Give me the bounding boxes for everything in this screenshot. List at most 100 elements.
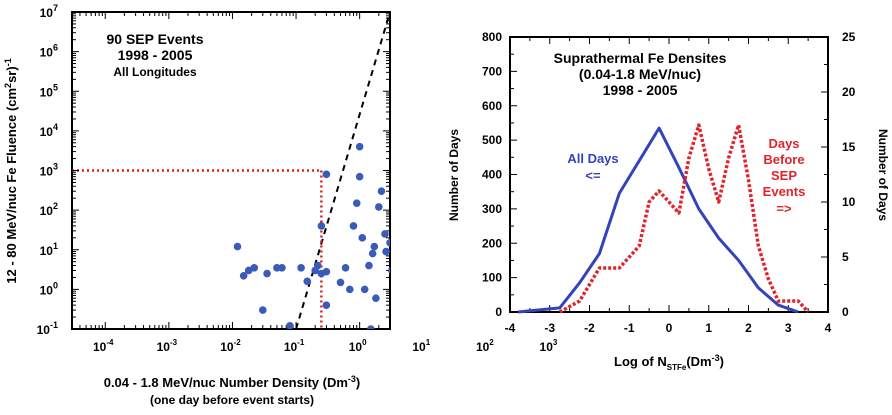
scatter-point: [322, 301, 331, 309]
scatter-point: [418, 289, 426, 297]
y-tick-label-right: 20: [842, 85, 856, 99]
y-tick-label: 106: [40, 43, 58, 60]
scatter-point: [471, 194, 479, 202]
scatter-point: [336, 278, 345, 287]
scatter-point: [408, 224, 416, 232]
y-tick-label: 105: [40, 82, 58, 99]
scatter-point: [239, 272, 248, 280]
x-tick-label: -1: [624, 321, 635, 335]
x-tick-label: 100: [349, 338, 367, 354]
scatter-point: [549, 255, 557, 263]
scatter-point: [317, 222, 326, 230]
scatter-point: [322, 170, 331, 179]
y-tick-label: 10-1: [37, 320, 58, 337]
x-tick-label: 4: [825, 321, 832, 335]
scatter-point: [424, 289, 432, 297]
scatter-point: [499, 117, 507, 125]
y-tick-label-left: 500: [482, 133, 502, 147]
y-tick-label-right: 15: [842, 140, 856, 154]
scatter-point: [372, 294, 380, 302]
scatter-point: [386, 238, 390, 247]
scatter-point: [397, 175, 405, 183]
scatter-point: [436, 222, 444, 230]
y-tick-label-left: 700: [482, 64, 502, 78]
scatter-point: [453, 250, 461, 258]
y-tick-label-left: 800: [482, 30, 502, 44]
y-tick-label: 101: [40, 241, 58, 258]
scatter-point: [444, 239, 452, 247]
y-tick-label-left: 200: [482, 236, 502, 250]
histogram-subtitle: (0.04-1.8 MeV/nuc): [579, 66, 701, 82]
x-tick-label: 0: [666, 321, 673, 335]
y-tick-label-right: 25: [842, 30, 856, 44]
scatter-point: [459, 248, 467, 256]
scatter-point: [370, 242, 379, 251]
scatter-point: [431, 206, 439, 214]
scatter-point: [358, 234, 367, 242]
histogram-panel: -4 -3 -2 -1 0 1 2 3 4010020030040050060070080005…: [447, 30, 890, 372]
y-tick-label: 104: [40, 122, 58, 139]
scatter-point: [367, 325, 375, 329]
scatter-point: [467, 173, 475, 181]
scatter-point: [360, 285, 369, 294]
x-tick-label: 103: [540, 338, 558, 354]
all-days-series-line: [517, 126, 799, 314]
histogram-years: 1998 - 2005: [603, 82, 678, 98]
histogram-y-axis-label-left: Number of Days: [447, 129, 461, 221]
scatter-point: [375, 203, 383, 211]
scatter-point: [297, 264, 305, 272]
scatter-x-axis-sublabel: (one day before event starts): [150, 393, 314, 407]
y-tick-label: 102: [40, 201, 58, 218]
scatter-point: [502, 230, 510, 238]
scatter-point: [286, 322, 294, 329]
y-tick-label-right: 5: [842, 250, 849, 264]
y-tick-label: 107: [40, 3, 58, 20]
x-tick-label: 10-2: [220, 338, 241, 354]
scatter-point: [346, 285, 354, 294]
series-arrow-all-days: <=: [585, 168, 601, 183]
x-tick-label: 101: [412, 338, 430, 354]
scatter-point: [496, 215, 504, 223]
series-label-days-before-4: Events: [763, 184, 806, 199]
y-tick-label-right: 10: [842, 195, 856, 209]
scatter-point: [365, 261, 373, 270]
scatter-point: [464, 313, 472, 321]
x-tick-label: 10-4: [93, 338, 114, 354]
scatter-point: [422, 230, 430, 238]
scatter-point: [368, 249, 377, 258]
scatter-point: [250, 264, 259, 272]
scatter-point: [394, 234, 402, 242]
scatter-y-axis-label: 12 - 80 MeV/nuc Fe Fluence (cm2sr)-1: [3, 58, 19, 283]
histogram-y-axis-label-right: Number of Days: [876, 129, 890, 221]
scatter-x-axis-label: 0.04 - 1.8 MeV/nuc Number Density (Dm-3): [104, 374, 361, 390]
scatter-title: 90 SEP Events: [106, 31, 203, 47]
scatter-point: [322, 267, 331, 276]
scatter-point: [419, 267, 427, 275]
series-label-all-days: All Days: [567, 151, 618, 166]
y-tick-label-left: 600: [482, 99, 502, 113]
x-tick-label: -3: [544, 321, 555, 335]
scatter-point: [352, 199, 361, 207]
scatter-panel: 10-4 10-3 10-2 10-1 100 101 102 103 10-1 100 101 10…: [3, 3, 558, 407]
scatter-point: [382, 247, 390, 256]
scatter-point: [421, 212, 429, 220]
scatter-point: [377, 187, 386, 196]
y-tick-label: 103: [40, 162, 58, 179]
scatter-point: [427, 301, 435, 309]
scatter-point: [403, 286, 411, 294]
scatter-point: [461, 199, 469, 207]
scatter-point: [400, 246, 408, 254]
scatter-point: [233, 242, 242, 251]
scatter-annotation: All Longitudes: [113, 65, 197, 79]
scatter-point: [432, 160, 440, 168]
scatter-subtitle: 1998 - 2005: [118, 47, 193, 63]
scatter-point: [387, 267, 390, 274]
scatter-point: [341, 264, 350, 272]
scatter-point: [417, 243, 425, 251]
series-label-days-before-2: Before: [763, 152, 804, 167]
scatter-point: [303, 277, 312, 286]
scatter-point: [405, 258, 413, 266]
x-tick-label: 1: [705, 321, 712, 335]
scatter-point: [469, 215, 477, 223]
scatter-point: [349, 222, 358, 230]
